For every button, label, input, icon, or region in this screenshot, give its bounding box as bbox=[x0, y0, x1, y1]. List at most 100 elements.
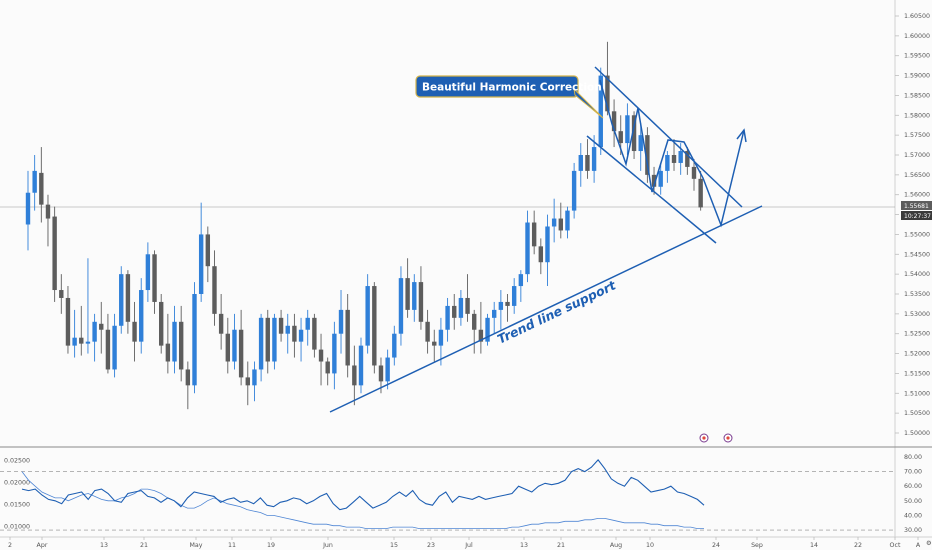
indicator-right-tick: 70.00 bbox=[904, 469, 922, 476]
candle-bearish bbox=[159, 294, 164, 354]
candle-body bbox=[571, 170, 577, 211]
candle-bullish bbox=[298, 317, 304, 362]
candle-body bbox=[172, 321, 177, 362]
time-axis[interactable]: 2 Apr 13 21 May 11 19 Jun 15 23 Jul 13 21 Aug 10 24 Sep 1… bbox=[8, 537, 921, 549]
candle-body bbox=[32, 170, 37, 193]
settings-icon[interactable]: ⚙ bbox=[926, 540, 932, 547]
candle-bullish bbox=[198, 202, 204, 302]
candle-bullish bbox=[365, 274, 370, 354]
candle-body bbox=[212, 266, 217, 314]
candle-bearish bbox=[225, 317, 230, 374]
candle-bullish bbox=[192, 282, 197, 394]
candle-body bbox=[372, 286, 377, 366]
time-tick-label: Aug bbox=[610, 542, 622, 549]
candle-body bbox=[105, 329, 111, 370]
candle-body bbox=[698, 178, 703, 208]
time-tick-label: 21 bbox=[557, 542, 565, 549]
indicator-pane[interactable]: 80.00 70.00 60.00 50.00 40.00 30.00 0.02500 0.0… bbox=[0, 454, 922, 534]
time-tick-label: 22 bbox=[854, 542, 862, 549]
price-axis[interactable]: 1.60500 1.60000 1.59500 1.59000 1.58500 1.580… bbox=[895, 13, 930, 437]
candle-bearish bbox=[585, 139, 590, 179]
indicator-series-line bbox=[21, 459, 705, 511]
candle-bullish bbox=[392, 325, 397, 366]
candle-bearish bbox=[418, 266, 424, 330]
candle-bearish bbox=[125, 270, 131, 334]
harmonic-pattern-path[interactable] bbox=[599, 79, 745, 228]
candle-bullish bbox=[412, 274, 417, 322]
candle-bullish bbox=[525, 210, 530, 283]
candle-bearish bbox=[265, 309, 270, 374]
candle-bullish bbox=[665, 151, 670, 183]
candle-body bbox=[252, 369, 257, 386]
candle-body bbox=[225, 333, 230, 362]
current-price-tag[interactable]: 1.55681 10:27:37 bbox=[901, 201, 932, 220]
candle-body bbox=[365, 286, 370, 346]
candle-bullish bbox=[139, 278, 144, 354]
candle-body bbox=[285, 325, 290, 334]
candle-bearish bbox=[45, 194, 51, 247]
candle-bearish bbox=[165, 313, 171, 374]
candle-body bbox=[245, 377, 250, 386]
candle-bearish bbox=[372, 282, 377, 374]
candle-body bbox=[671, 155, 677, 163]
candle-bearish bbox=[465, 274, 470, 322]
candle-bearish bbox=[345, 294, 350, 378]
candle-bullish bbox=[252, 361, 257, 402]
candle-bearish bbox=[238, 309, 244, 386]
time-tick-label: 23 bbox=[427, 542, 435, 549]
candle-bearish bbox=[651, 166, 657, 195]
candle-body bbox=[578, 155, 583, 171]
indicator-right-tick: 30.00 bbox=[904, 527, 922, 534]
candle-body bbox=[318, 349, 324, 362]
candle-bullish bbox=[545, 214, 550, 287]
candle-bearish bbox=[218, 294, 224, 350]
candle-bearish bbox=[425, 309, 430, 354]
candle-body bbox=[232, 329, 237, 362]
candle-bearish bbox=[152, 250, 157, 314]
candle-body bbox=[218, 313, 224, 334]
indicator-left-tick: 0.01000 bbox=[4, 523, 30, 530]
price-tick-label: 1.55000 bbox=[904, 231, 930, 238]
candle-body bbox=[425, 321, 430, 342]
candle-body bbox=[205, 234, 211, 267]
time-tick-label: 10 bbox=[646, 542, 654, 549]
candle-bearish bbox=[472, 309, 477, 354]
projection-arrowhead bbox=[736, 128, 747, 143]
candle-bullish bbox=[32, 155, 37, 211]
candle-body bbox=[352, 365, 357, 386]
candle-body bbox=[152, 254, 157, 302]
candle-bullish bbox=[591, 135, 597, 183]
indicator-right-tick: 80.00 bbox=[904, 454, 922, 461]
candle-body bbox=[438, 329, 444, 346]
candle-body bbox=[538, 246, 544, 263]
candle-body bbox=[278, 317, 284, 334]
candle-bearish bbox=[631, 111, 637, 159]
countdown-value: 10:27:37 bbox=[904, 213, 931, 220]
candle-body bbox=[238, 329, 244, 378]
candle-bearish bbox=[685, 147, 690, 175]
candle-body bbox=[325, 361, 330, 374]
candle-bullish bbox=[112, 313, 117, 378]
time-tick-label: 11 bbox=[228, 542, 236, 549]
price-tick-label: 1.51500 bbox=[904, 370, 930, 377]
time-tick-label: 14 bbox=[810, 542, 818, 549]
candle-bullish bbox=[25, 170, 31, 251]
candle-bullish bbox=[145, 242, 151, 302]
countdown-box bbox=[901, 211, 932, 220]
candle-bearish bbox=[452, 294, 457, 330]
candle-body bbox=[651, 174, 657, 187]
candle-bearish bbox=[671, 139, 677, 171]
price-tag-box bbox=[901, 201, 932, 210]
trend-line-support[interactable] bbox=[329, 205, 763, 413]
candle-body bbox=[625, 115, 630, 144]
harmonic-callout[interactable]: Beautiful Harmonic Correction bbox=[415, 75, 604, 119]
candle-bullish bbox=[358, 337, 364, 394]
price-tick-label: 1.57000 bbox=[904, 152, 930, 159]
price-tick-label: 1.57500 bbox=[904, 132, 930, 139]
indicator-right-tick: 50.00 bbox=[904, 498, 922, 505]
event-icons[interactable] bbox=[699, 433, 733, 443]
candle-body bbox=[332, 333, 337, 374]
channel-upper-line[interactable] bbox=[594, 66, 743, 208]
candle-bearish bbox=[645, 127, 650, 183]
